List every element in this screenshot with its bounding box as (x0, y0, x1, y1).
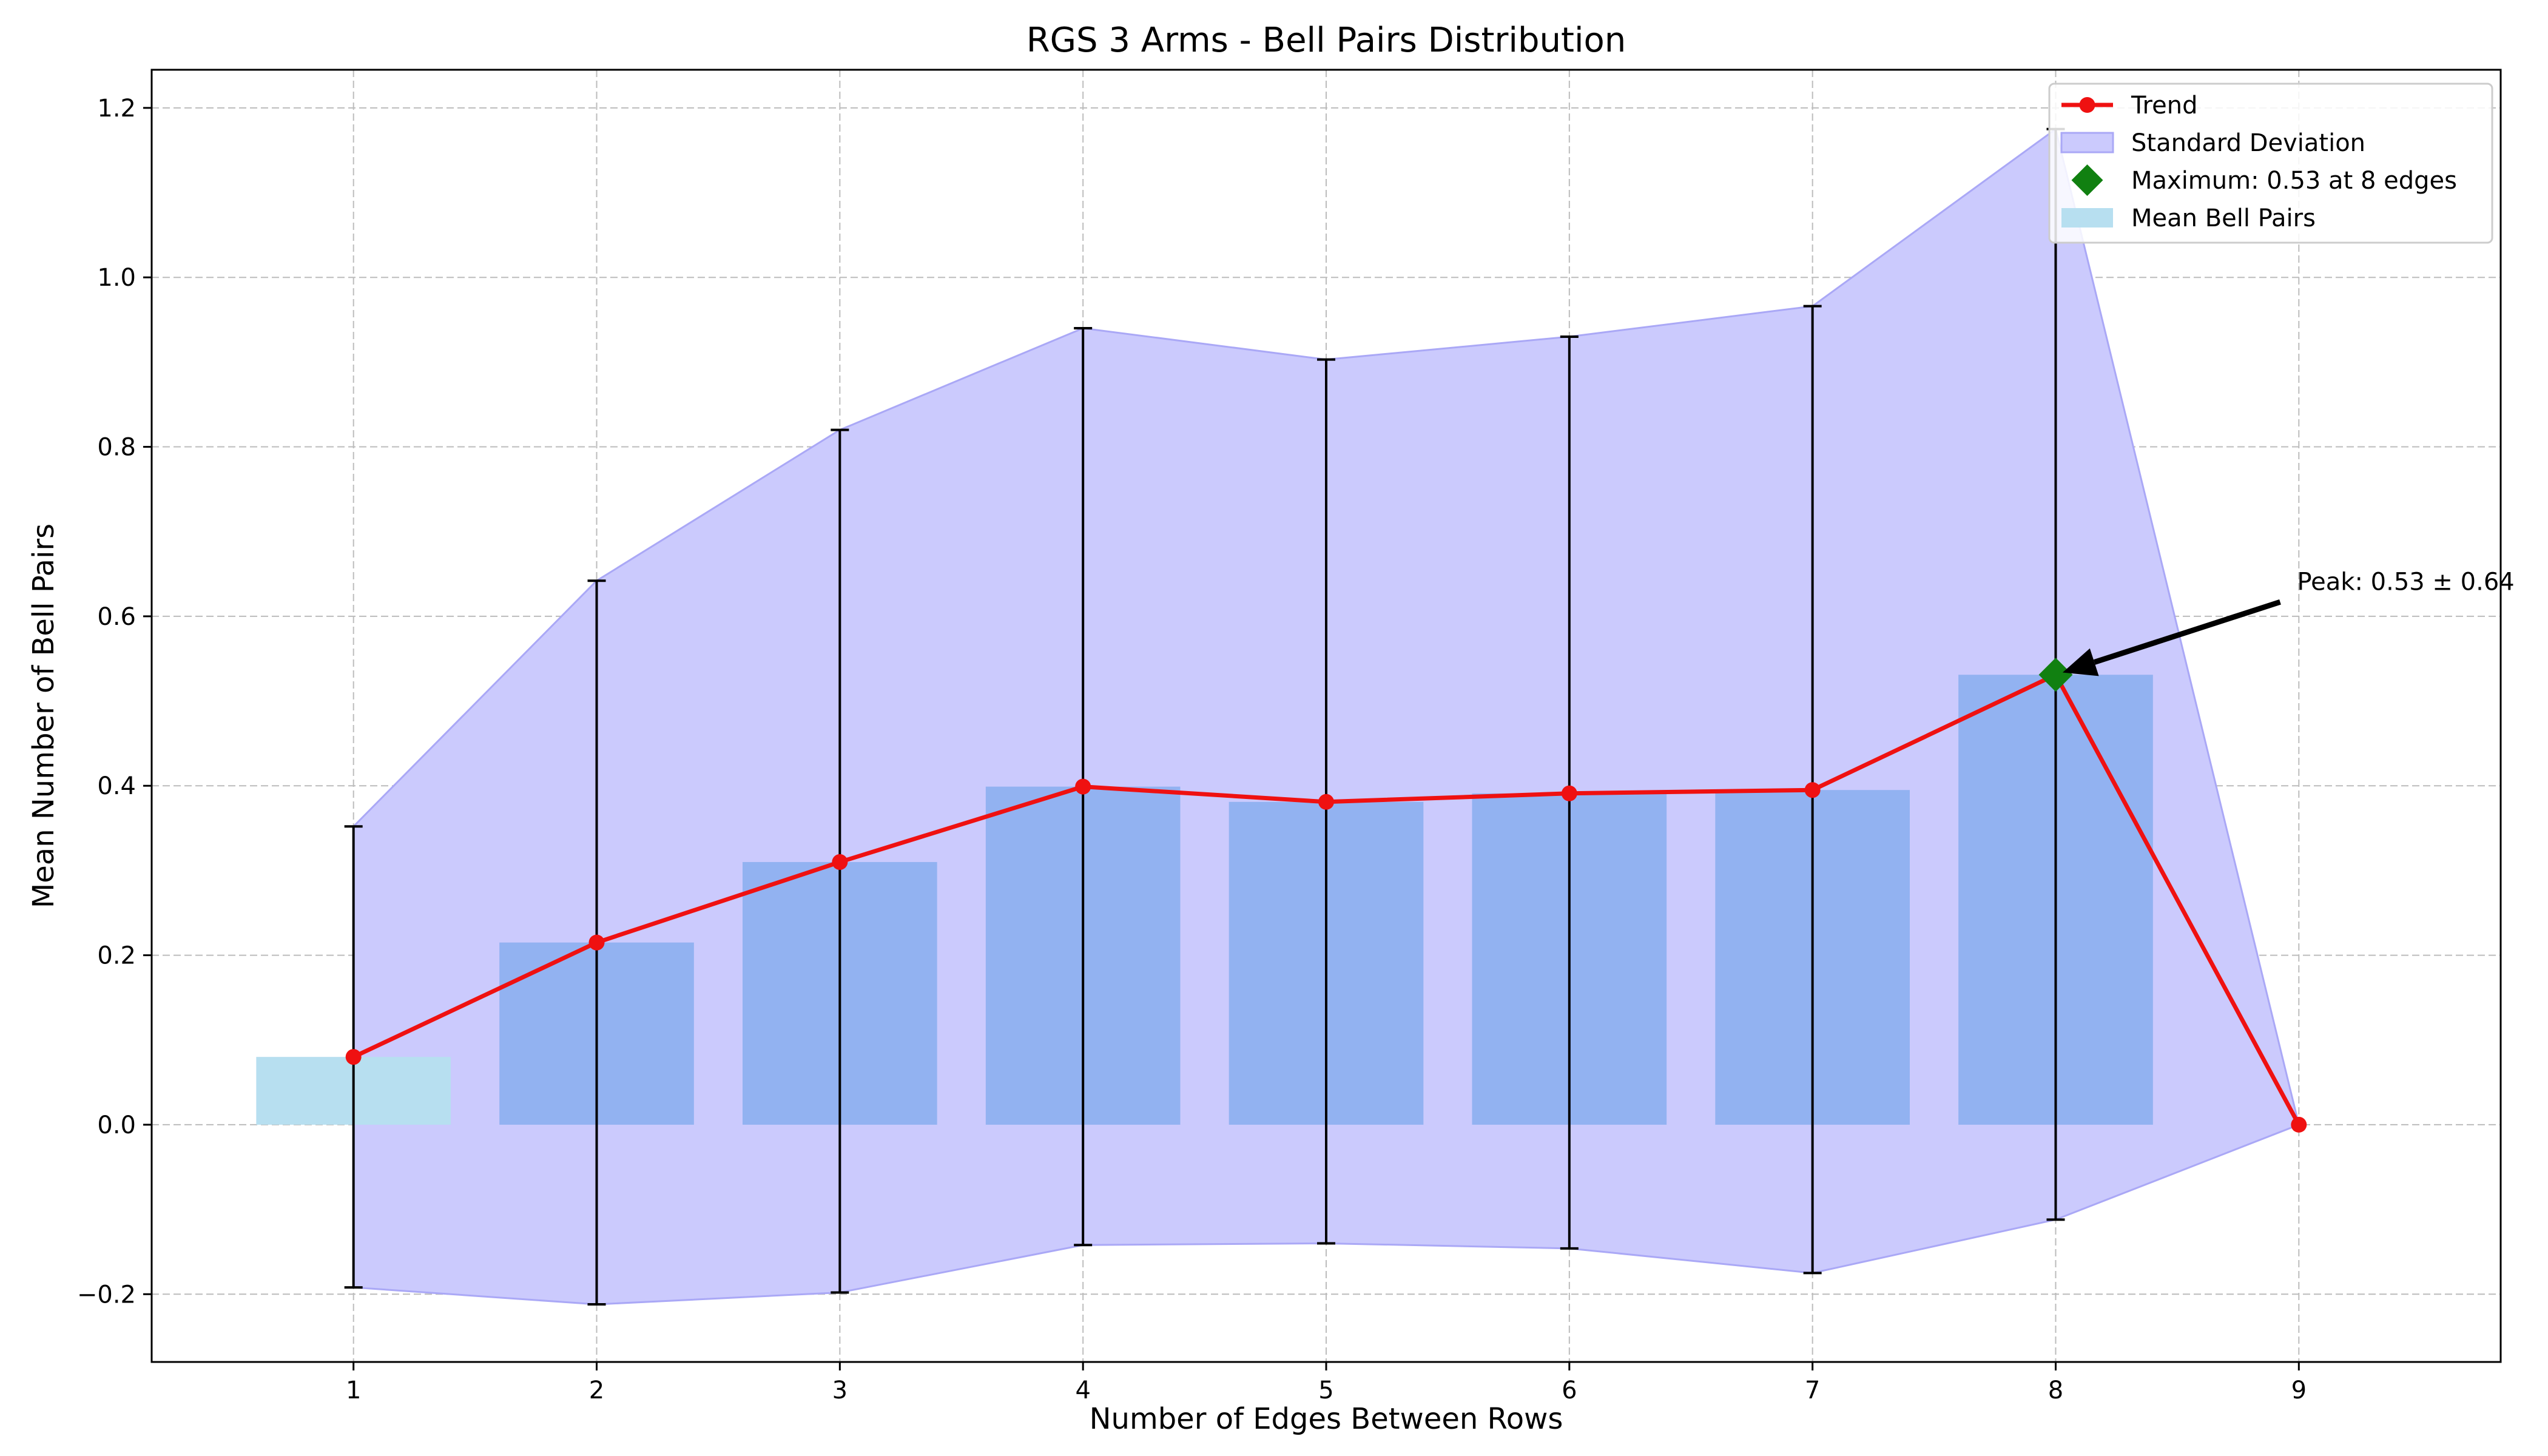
x-tick-label: 7 (1805, 1377, 1820, 1404)
legend: Trend Standard Deviation Maximum: 0.53 at … (2048, 83, 2493, 244)
trend-point (1318, 794, 1334, 810)
y-tick-label: 1.2 (97, 95, 136, 123)
annotation-arrow-head (2062, 648, 2099, 676)
legend-label: Mean Bell Pairs (2131, 204, 2316, 232)
x-tick-label: 2 (589, 1377, 604, 1404)
y-tick-label: −0.2 (77, 1281, 136, 1309)
trend-point (1804, 782, 1821, 798)
x-tick-label: 8 (2048, 1377, 2063, 1404)
annotation-arrow-shaft (2093, 599, 2281, 665)
trend-point (345, 1049, 362, 1065)
chart-title: RGS 3 Arms - Bell Pairs Distribution (1026, 21, 1626, 60)
y-tick-label: 1.0 (97, 264, 136, 292)
maximum-marker (2038, 658, 2073, 692)
y-tick-label: 0.0 (97, 1111, 136, 1139)
trend-layer (345, 658, 2307, 1133)
trend-point (1075, 778, 1091, 795)
x-tick-label: 5 (1318, 1377, 1333, 1404)
y-tick-label: 0.4 (97, 772, 136, 800)
y-tick-label: 0.8 (97, 434, 136, 462)
legend-maximum-swatch (2071, 164, 2103, 196)
legend-box (2048, 83, 2493, 244)
legend-bar-swatch (2061, 208, 2113, 228)
y-axis-label: Mean Number of Bell Pairs (27, 524, 61, 908)
x-tick-label: 6 (1562, 1377, 1577, 1404)
x-tick-label: 3 (832, 1377, 848, 1404)
legend-label: Trend (2131, 92, 2197, 120)
trend-point (588, 934, 605, 951)
x-tick-label: 1 (346, 1377, 361, 1404)
trend-point (832, 854, 848, 870)
legend-band-swatch (2060, 132, 2114, 153)
ticks-layer: 1 2 3 4 5 6 7 8 9 −0.2 0.0 0.2 0.4 0.6 0.8 1.0 1.2 (77, 95, 2307, 1404)
x-axis-label: Number of Edges Between Rows (1090, 1402, 1563, 1436)
legend-label: Maximum: 0.53 at 8 edges (2131, 167, 2457, 195)
legend-trend-point (2079, 97, 2095, 113)
x-tick-label: 4 (1075, 1377, 1090, 1404)
peak-annotation: Peak: 0.53 ± 0.64 (2297, 568, 2514, 596)
x-tick-label: 9 (2291, 1377, 2307, 1404)
y-tick-label: 0.2 (97, 942, 136, 970)
trend-point (2291, 1116, 2307, 1133)
trend-point (1561, 785, 1577, 801)
y-tick-label: 0.6 (97, 603, 136, 631)
annotation-layer: Peak: 0.53 ± 0.64 (2062, 568, 2515, 676)
legend-label: Standard Deviation (2131, 129, 2365, 157)
